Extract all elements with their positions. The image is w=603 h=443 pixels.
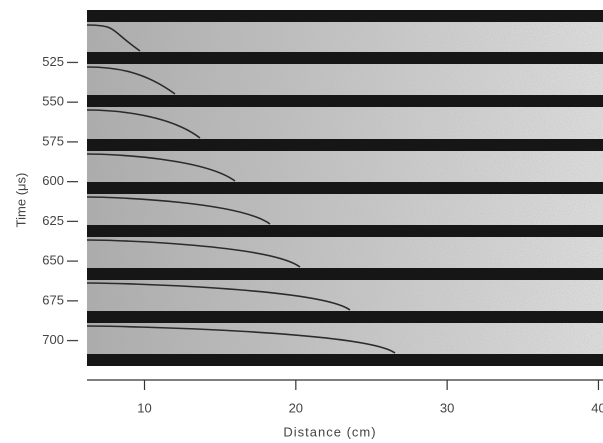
streak-photo	[86, 10, 603, 366]
x-tick-label: 30	[440, 400, 454, 415]
wavefront	[86, 109, 201, 139]
wavefront	[86, 196, 271, 225]
dark-bar	[87, 10, 603, 22]
dark-bar	[87, 311, 603, 323]
y-tick-label: 600	[42, 173, 64, 188]
x-axis-label: Distance (cm)	[283, 424, 376, 439]
wavefront	[86, 282, 351, 311]
wavefront	[86, 153, 236, 182]
dark-bar	[87, 268, 603, 280]
x-tick-label: 10	[137, 400, 151, 415]
x-tick-label: 20	[289, 400, 303, 415]
dark-bar	[87, 95, 603, 107]
y-tick-label: 625	[42, 213, 64, 228]
dark-bar	[87, 225, 603, 237]
y-tick-label: 650	[42, 253, 64, 268]
dark-bar	[87, 52, 603, 64]
wavefront	[86, 24, 141, 52]
wavefront	[86, 239, 301, 268]
wavefront	[86, 325, 396, 354]
y-tick-label: 700	[42, 332, 64, 347]
y-tick-label: 550	[42, 94, 64, 109]
wavefront	[86, 66, 176, 95]
y-tick-label: 525	[42, 54, 64, 69]
x-tick-label: 40	[591, 400, 603, 415]
y-tick-label: 675	[42, 292, 64, 307]
dark-bar	[87, 182, 603, 194]
y-axis-label: Time (μs)	[13, 173, 28, 228]
dark-bar	[87, 139, 603, 151]
dark-bar	[87, 354, 603, 366]
y-tick-label: 575	[42, 133, 64, 148]
